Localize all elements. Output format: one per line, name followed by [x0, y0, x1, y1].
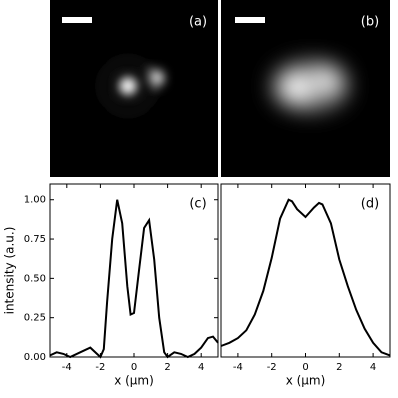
y-axis-label: intensity (a.u.): [3, 227, 17, 315]
x-axis-label: x (μm): [286, 374, 326, 388]
y-tick-label: 0.00: [24, 352, 46, 363]
intensity-line: [220, 198, 391, 357]
intensity-line: [49, 199, 219, 359]
x-tick-label: 4: [370, 362, 376, 373]
x-tick-label: 0: [131, 362, 137, 373]
x-tick-label: 4: [198, 362, 204, 373]
x-tick-label: -4: [62, 362, 72, 373]
y-tick-label: 0.50: [24, 273, 46, 284]
scale-bar: [235, 17, 265, 23]
panel-label: (a): [189, 15, 207, 30]
y-tick-label: 0.75: [24, 234, 46, 245]
x-tick-label: -2: [95, 362, 105, 373]
x-axis-label: x (μm): [114, 374, 154, 388]
panel-label: (b): [361, 15, 379, 30]
scale-bar: [62, 17, 92, 23]
y-tick-label: 0.25: [24, 313, 46, 324]
x-tick-label: 2: [164, 362, 170, 373]
image-a-spots: [100, 58, 164, 114]
x-tick-label: 0: [302, 362, 308, 373]
panel-label: (c): [189, 197, 206, 212]
x-tick-label: -2: [267, 362, 277, 373]
x-tick-label: 2: [336, 362, 342, 373]
x-tick-label: -4: [233, 362, 243, 373]
image-b-spots: [272, 61, 348, 111]
y-tick-label: 1.00: [24, 195, 46, 206]
panel-label: (d): [361, 197, 379, 212]
